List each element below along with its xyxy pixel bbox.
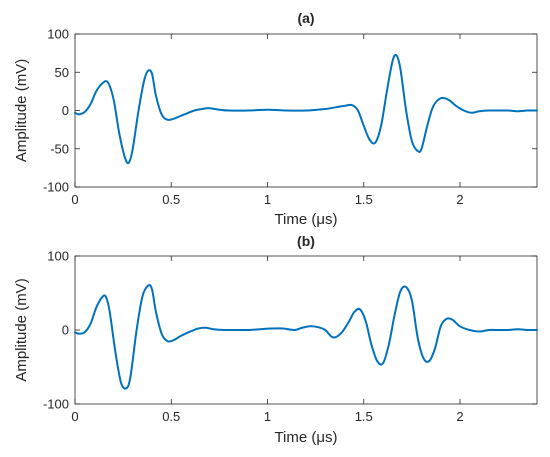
series-line [74,53,538,165]
y-tick-label: 50 [55,65,69,80]
x-tick-label: 1 [264,409,271,424]
panel-title: (a) [297,10,314,26]
y-tick-label: -100 [43,180,69,195]
y-axis-label: Amplitude (mV) [13,278,30,381]
series-line [74,284,538,390]
y-tick-label: 100 [47,249,69,264]
y-tick-label: 0 [62,323,69,338]
x-tick-label: 1.5 [355,192,373,207]
y-tick-label: 100 [47,27,69,42]
x-tick-label: 0 [71,192,78,207]
y-tick-label: -50 [50,141,69,156]
x-tick-label: 0.5 [162,192,180,207]
x-tick-label: 1 [264,192,271,207]
x-tick-label: 2 [456,192,463,207]
x-tick-label: 0 [71,409,78,424]
panel-title: (b) [297,233,315,249]
x-tick-label: 0.5 [162,409,180,424]
y-tick-label: -100 [43,397,69,412]
y-axis-label: Amplitude (mV) [13,59,30,162]
panel-a: 0 0.5 1 1.5 2 -100 -50 0 50 100 (a) Time (μs) Amplit… [13,10,538,228]
x-axis-label: Time (μs) [274,211,337,228]
x-tick-label: 1.5 [355,409,373,424]
y-tick-label: 0 [62,103,69,118]
x-tick-label: 2 [456,409,463,424]
x-axis-label: Time (μs) [274,429,337,446]
